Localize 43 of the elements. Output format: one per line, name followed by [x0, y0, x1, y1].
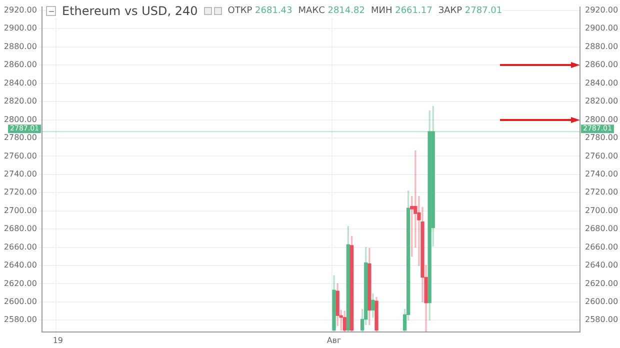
y2-tick-label: 2820.00 [4, 96, 37, 106]
y2-tick-label: 2760.00 [4, 151, 37, 160]
y2-tick-label: 2860.00 [4, 60, 37, 70]
y-tick-label: 2580.00 [585, 315, 618, 324]
y-tick-label: 2840.00 [585, 78, 618, 88]
y-tick-label: 2660.00 [585, 242, 618, 252]
y-tick-label: 2880.00 [585, 42, 618, 51]
y2-tick-label: 2620.00 [4, 278, 37, 288]
x-tick-label: Авг [326, 336, 342, 345]
y-tick-label: 2640.00 [585, 260, 618, 270]
y-tick-label: 2740.00 [585, 169, 618, 178]
y-tick-label: 2700.00 [585, 206, 618, 215]
y2-tick-label: 2880.00 [4, 42, 37, 51]
y-tick-label: 2920.00 [585, 6, 618, 15]
y2-tick-label: 2660.00 [4, 242, 37, 252]
y2-tick-label: 2700.00 [4, 206, 37, 215]
annotation: МАКС 2814.82 [298, 6, 365, 16]
y2-tick-label: 2600.00 [4, 297, 37, 306]
y-tick-label: 2620.00 [585, 278, 618, 288]
y2-tick-label: 2780.00 [4, 133, 37, 142]
chart-title: Ethereum vs USD, 240 [62, 4, 198, 18]
y-tick-label: 2900.00 [585, 24, 618, 33]
y-tick-label: 2800.00 [585, 114, 618, 124]
y2-tick-label: 2800.00 [4, 114, 37, 124]
x-tick-label: 19 [52, 336, 64, 345]
y2-tick-label: 2740.00 [4, 169, 37, 178]
y2-tick-label: 2840.00 [4, 78, 37, 88]
annotation: ЗАКР 2787.01 [438, 6, 502, 16]
y-tick-label: 2780.00 [585, 133, 618, 142]
y2-tick-label: 2580.00 [4, 315, 37, 324]
y-tick-label: 2720.00 [585, 188, 618, 197]
y2-tick-label: 2680.00 [4, 224, 37, 234]
y2-tick-label: 2640.00 [4, 260, 37, 270]
y2-tick-label: 2900.00 [4, 24, 37, 33]
y-tick-label: 2860.00 [585, 60, 618, 70]
y-tick-label: 2760.00 [585, 151, 618, 160]
y2-tick-label: 2920.00 [4, 6, 37, 15]
y-tick-label: 2820.00 [585, 96, 618, 106]
annotation: ОТКР 2681.43 [228, 6, 292, 16]
annotation: МИН 2661.17 [370, 6, 432, 16]
y-tick-label: 2680.00 [585, 224, 618, 234]
y-tick-label: 2600.00 [585, 297, 618, 306]
y2-tick-label: 2720.00 [4, 188, 37, 197]
